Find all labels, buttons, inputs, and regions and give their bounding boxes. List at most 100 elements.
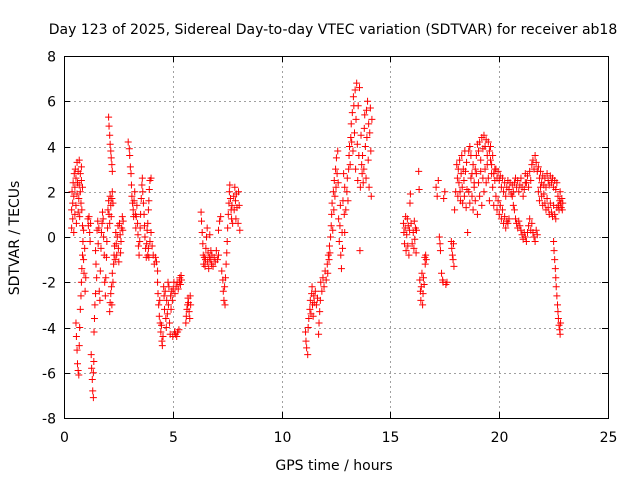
data-point xyxy=(472,152,480,160)
data-point xyxy=(537,183,545,191)
data-point xyxy=(306,296,314,304)
data-point xyxy=(228,201,236,209)
data-point xyxy=(329,188,337,196)
data-point xyxy=(125,145,133,153)
data-point xyxy=(107,283,115,291)
data-point xyxy=(456,188,464,196)
data-point xyxy=(543,195,551,203)
data-point xyxy=(554,301,562,309)
data-point xyxy=(471,197,479,205)
data-point xyxy=(365,183,373,191)
data-point xyxy=(354,102,362,110)
data-point xyxy=(76,324,84,331)
data-point xyxy=(212,247,220,255)
data-point xyxy=(226,181,234,189)
data-point xyxy=(346,161,354,169)
data-point xyxy=(404,242,412,250)
data-point xyxy=(157,321,165,329)
data-point xyxy=(75,156,83,164)
data-point xyxy=(486,143,494,150)
data-point xyxy=(495,210,503,218)
data-point xyxy=(469,206,477,214)
data-point xyxy=(489,152,497,160)
data-point xyxy=(354,176,362,184)
data-point xyxy=(352,115,360,123)
data-point xyxy=(451,206,459,214)
data-point xyxy=(68,206,76,214)
data-point xyxy=(93,274,101,282)
data-point xyxy=(117,249,125,257)
data-point xyxy=(552,215,560,223)
data-point xyxy=(161,287,169,295)
data-point xyxy=(340,210,348,218)
data-point xyxy=(315,330,323,338)
data-point xyxy=(78,222,86,230)
data-point xyxy=(328,210,336,218)
data-point xyxy=(526,167,534,175)
data-point xyxy=(134,219,142,227)
data-point xyxy=(356,247,364,255)
data-point xyxy=(174,285,182,293)
data-point xyxy=(366,104,374,112)
data-point xyxy=(115,219,123,227)
data-point xyxy=(129,206,137,214)
data-point xyxy=(175,326,183,334)
data-point xyxy=(220,296,228,304)
data-point xyxy=(468,192,476,200)
data-point xyxy=(448,251,456,259)
data-point xyxy=(334,179,342,187)
data-point xyxy=(315,319,323,327)
data-point xyxy=(341,228,349,236)
data-point xyxy=(162,324,170,331)
data-point xyxy=(419,301,427,309)
data-point xyxy=(551,265,559,273)
data-point xyxy=(366,129,374,137)
data-point xyxy=(490,201,498,209)
data-point xyxy=(126,152,134,160)
data-point xyxy=(482,179,490,187)
data-point xyxy=(98,219,106,227)
data-point xyxy=(124,138,132,146)
data-point xyxy=(231,183,239,191)
data-point xyxy=(81,287,89,295)
data-point xyxy=(349,93,357,101)
data-point xyxy=(471,165,479,173)
data-point xyxy=(72,319,80,327)
data-point xyxy=(87,219,95,227)
data-point xyxy=(340,170,348,178)
data-point xyxy=(552,185,560,193)
data-point xyxy=(89,369,97,377)
data-point xyxy=(353,140,361,148)
y-tick-label: 6 xyxy=(47,95,56,111)
data-point xyxy=(363,133,371,141)
data-point xyxy=(438,269,446,277)
data-point xyxy=(348,109,356,117)
data-point xyxy=(219,287,227,295)
data-point xyxy=(416,276,424,284)
data-point xyxy=(102,274,110,282)
data-point xyxy=(434,176,442,184)
data-point xyxy=(456,156,464,164)
data-point xyxy=(110,260,118,268)
data-point xyxy=(74,366,82,374)
data-point xyxy=(102,253,110,261)
data-point xyxy=(221,274,229,282)
data-point xyxy=(508,192,516,200)
data-point xyxy=(236,226,244,234)
data-point xyxy=(362,174,370,182)
data-point xyxy=(325,256,333,264)
data-point xyxy=(96,267,104,275)
data-point xyxy=(80,226,88,234)
data-point xyxy=(554,314,562,322)
data-point xyxy=(166,319,174,327)
data-point xyxy=(94,217,102,225)
data-point xyxy=(206,256,214,264)
data-point xyxy=(146,238,154,246)
data-point xyxy=(145,253,153,261)
data-point xyxy=(537,167,545,175)
data-point xyxy=(339,244,347,252)
x-axis-label: GPS time / hours xyxy=(275,458,392,474)
data-point xyxy=(119,226,127,234)
data-point xyxy=(140,210,148,218)
data-point xyxy=(127,170,135,178)
